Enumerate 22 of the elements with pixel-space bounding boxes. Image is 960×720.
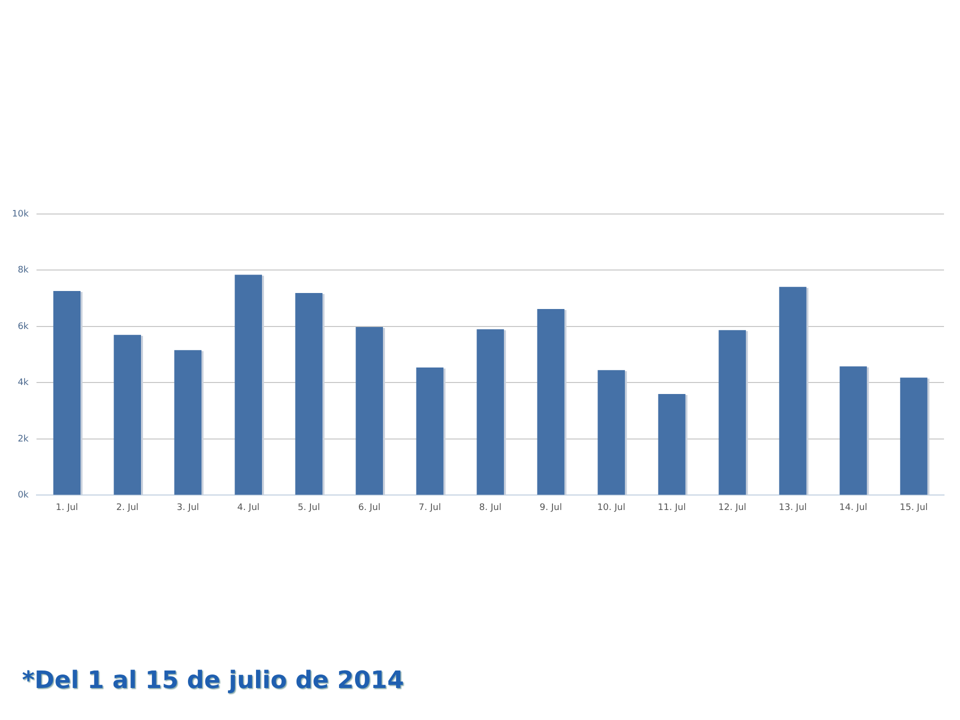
x-tick-label: 3. Jul: [176, 502, 200, 513]
x-tick-label: 14. Jul: [839, 502, 868, 513]
x-tick-label: 5. Jul: [298, 502, 320, 513]
y-tick-label: 2k: [18, 434, 30, 444]
x-tick-label: 11. Jul: [658, 502, 686, 513]
x-tick-label: 7. Jul: [418, 502, 441, 513]
x-tick-label: 12. Jul: [718, 502, 746, 513]
x-tick-label: 15. Jul: [900, 502, 928, 513]
text: *Del 1 al 15 de julio de 2014: [22, 666, 404, 694]
y-tick-label: 8k: [18, 266, 30, 276]
y-tick-label: 0k: [18, 490, 30, 501]
y-tick-label: 6k: [18, 322, 30, 332]
x-tick-label: 1. Jul: [56, 502, 78, 513]
x-tick-label: 2. Jul: [116, 502, 139, 513]
y-tick-label: 4k: [18, 378, 30, 388]
y-tick-label: 10k: [12, 209, 30, 220]
x-tick-label: 13. Jul: [778, 502, 807, 513]
x-tick-label: 8. Jul: [479, 502, 502, 513]
x-tick-label: 4. Jul: [237, 502, 260, 513]
x-tick-label: 9. Jul: [540, 502, 562, 513]
x-tick-label: 10. Jul: [597, 502, 626, 513]
x-tick-label: 6. Jul: [358, 502, 381, 513]
